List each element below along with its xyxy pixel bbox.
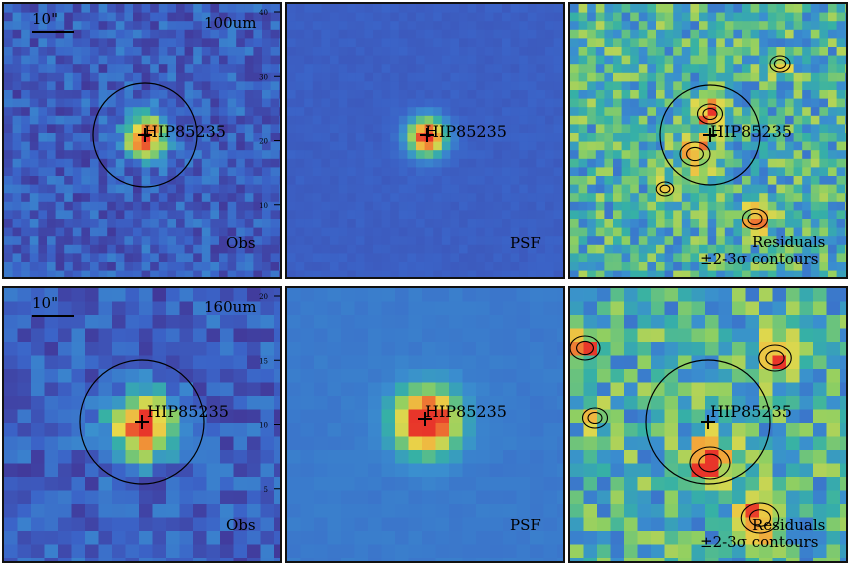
scale-bar-label: 10" — [32, 294, 58, 312]
pixel-grid — [4, 4, 280, 277]
tick-label: 20 — [259, 293, 268, 301]
psf-100um-image — [287, 4, 563, 277]
contours-label: ±2-3σ contours — [700, 250, 819, 268]
aperture-circle — [645, 359, 771, 485]
tick-label: 10 — [259, 202, 268, 210]
obs-label: Obs — [226, 234, 256, 252]
residual-contours — [655, 55, 791, 230]
tick-label: 5 — [264, 486, 268, 494]
obs-100um-panel: 40 30 20 10 10" 100um HIP85235 Obs — [2, 2, 282, 279]
psf-160um-panel: HIP85235 PSF — [285, 286, 565, 563]
obs-160um-image: 20 15 10 5 — [4, 288, 280, 561]
source-name-label: HIP85235 — [710, 122, 792, 141]
source-name-label: HIP85235 — [147, 402, 229, 421]
aperture-circle — [79, 359, 205, 485]
tick-label: 10 — [259, 422, 268, 430]
tick-label: 40 — [259, 9, 268, 17]
overlay — [645, 359, 771, 485]
aperture-circle — [92, 82, 198, 188]
band-label-100um: 100um — [204, 14, 257, 32]
pixel-grid — [570, 4, 846, 277]
source-name-label: HIP85235 — [710, 402, 792, 421]
residuals-160um-image — [570, 288, 846, 561]
psf-160um-image — [287, 288, 563, 561]
source-name-label: HIP85235 — [425, 402, 507, 421]
overlay: 20 15 10 5 — [32, 293, 280, 494]
residuals-160um-panel: HIP85235 Residuals ±2-3σ contours — [568, 286, 848, 563]
tick-label: 30 — [259, 73, 268, 81]
tick-label: 15 — [259, 357, 268, 365]
overlay: 40 30 20 10 — [32, 9, 280, 210]
overlay — [659, 84, 761, 186]
overlay — [420, 128, 434, 142]
tick-label: 20 — [259, 138, 268, 146]
obs-100um-image: 40 30 20 10 — [4, 4, 280, 277]
source-name-label: HIP85235 — [144, 122, 226, 141]
band-label-160um: 160um — [204, 298, 257, 316]
residuals-100um-image — [570, 4, 846, 277]
obs-160um-panel: 20 15 10 5 10" 160um HIP85235 Obs — [2, 286, 282, 563]
source-name-label: HIP85235 — [425, 122, 507, 141]
psf-label: PSF — [510, 234, 541, 252]
overlay — [418, 412, 432, 426]
residuals-label: Residuals — [752, 233, 826, 251]
pixel-grid — [570, 288, 846, 561]
psf-label: PSF — [510, 516, 541, 534]
scale-bar-label: 10" — [32, 10, 58, 28]
aperture-circle — [659, 84, 761, 186]
pixel-grid — [287, 288, 563, 561]
pixel-grid — [287, 4, 563, 277]
obs-label: Obs — [226, 516, 256, 534]
contours-label: ±2-3σ contours — [700, 533, 819, 551]
pixel-grid — [4, 288, 280, 561]
residuals-100um-panel: HIP85235 Residuals ±2-3σ contours — [568, 2, 848, 279]
psf-100um-panel: HIP85235 PSF — [285, 2, 565, 279]
residuals-label: Residuals — [752, 516, 826, 534]
residual-contours — [570, 335, 792, 534]
